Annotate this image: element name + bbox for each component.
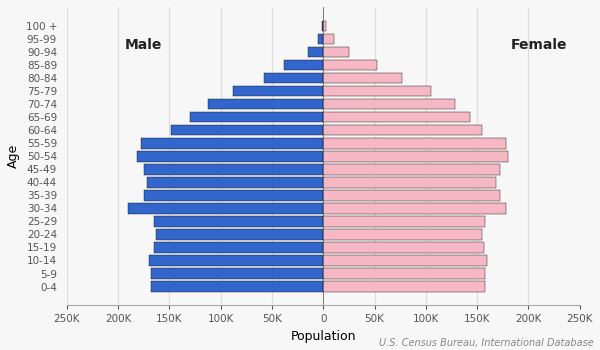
- Bar: [323, 86, 431, 96]
- Bar: [323, 242, 484, 253]
- Bar: [323, 60, 377, 70]
- Bar: [323, 216, 485, 227]
- Bar: [317, 34, 323, 44]
- Bar: [154, 216, 323, 227]
- Bar: [323, 112, 470, 122]
- Bar: [208, 99, 323, 110]
- Text: Female: Female: [511, 38, 567, 52]
- Bar: [128, 203, 323, 214]
- Bar: [156, 229, 323, 240]
- Bar: [323, 164, 500, 175]
- Bar: [323, 229, 482, 240]
- Bar: [323, 255, 487, 266]
- Bar: [149, 255, 323, 266]
- Bar: [308, 47, 323, 57]
- Bar: [323, 151, 508, 162]
- Bar: [140, 138, 323, 148]
- Bar: [151, 281, 323, 292]
- Bar: [323, 281, 485, 292]
- Bar: [322, 21, 323, 31]
- Bar: [323, 73, 402, 83]
- Bar: [323, 268, 485, 279]
- Bar: [143, 190, 323, 201]
- Text: Male: Male: [125, 38, 163, 52]
- Bar: [284, 60, 323, 70]
- Bar: [323, 47, 349, 57]
- Y-axis label: Age: Age: [7, 144, 20, 168]
- Bar: [172, 125, 323, 135]
- Bar: [323, 34, 334, 44]
- Bar: [233, 86, 323, 96]
- Bar: [323, 21, 326, 31]
- Bar: [323, 125, 482, 135]
- Text: U.S. Census Bureau, International Database: U.S. Census Bureau, International Databa…: [379, 338, 594, 348]
- Bar: [154, 242, 323, 253]
- Bar: [151, 268, 323, 279]
- Bar: [323, 138, 506, 148]
- Bar: [147, 177, 323, 188]
- Bar: [190, 112, 323, 122]
- Bar: [323, 203, 506, 214]
- Bar: [143, 164, 323, 175]
- X-axis label: Population: Population: [290, 330, 356, 343]
- Bar: [323, 190, 500, 201]
- Bar: [137, 151, 323, 162]
- Bar: [323, 177, 496, 188]
- Bar: [323, 99, 455, 110]
- Bar: [264, 73, 323, 83]
